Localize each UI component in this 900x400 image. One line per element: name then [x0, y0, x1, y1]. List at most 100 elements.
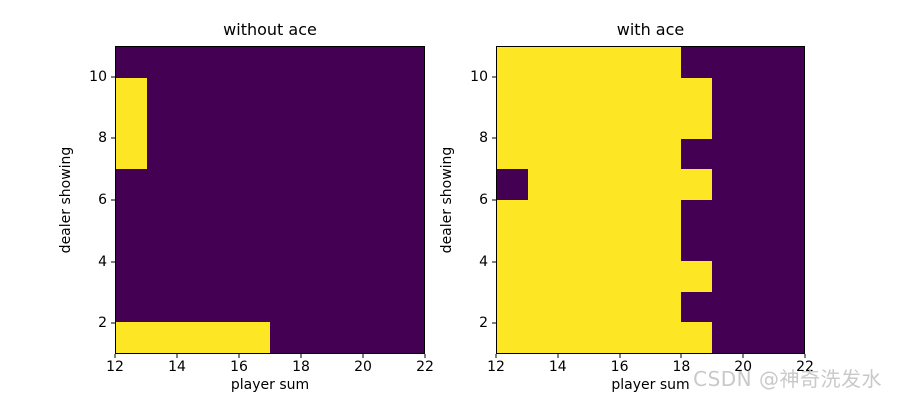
heatmap-cell — [742, 169, 774, 200]
heatmap-cell — [619, 291, 651, 323]
heatmap-cell — [527, 261, 559, 292]
y-tick-mark — [492, 322, 496, 324]
heatmap-cell — [650, 108, 682, 139]
heatmap-cell — [681, 169, 712, 200]
heatmap-cell — [208, 169, 240, 200]
heatmap-cell — [742, 322, 774, 353]
heatmap-cell — [393, 138, 424, 170]
heatmap-cell — [300, 108, 332, 139]
heatmap-cell — [362, 200, 394, 231]
heatmap-cell — [331, 322, 363, 353]
y-tick-label: 2 — [479, 315, 488, 332]
y-tick-label: 4 — [98, 253, 107, 270]
heatmap-cell — [742, 47, 774, 78]
heatmap-cell — [497, 291, 528, 323]
x-tick-mark — [362, 354, 364, 358]
heatmap-cell — [146, 108, 178, 139]
heatmap-cell — [497, 230, 528, 262]
y-axis-label: dealer showing — [58, 146, 74, 254]
x-tick-label: 12 — [487, 359, 505, 375]
heatmap-cell — [773, 77, 804, 109]
heatmap-cell — [300, 261, 332, 292]
heatmap-cell — [773, 108, 804, 139]
y-tick-mark — [111, 199, 115, 201]
heatmap-cell — [497, 322, 528, 353]
heatmap-cell — [393, 108, 424, 139]
heatmap-cell — [497, 200, 528, 231]
heatmap-cell — [497, 108, 528, 139]
heatmap-cell — [146, 169, 178, 200]
heatmap-cell — [393, 322, 424, 353]
x-tick-mark — [300, 354, 302, 358]
heatmap-cell — [711, 77, 743, 109]
heatmap-cell — [208, 138, 240, 170]
heatmap-cell — [773, 261, 804, 292]
heatmap-cell — [331, 200, 363, 231]
heatmap-cell — [300, 230, 332, 262]
heatmap-cell — [619, 108, 651, 139]
x-tick-mark — [680, 354, 682, 358]
plot-title-with-ace: with ace — [616, 20, 685, 39]
heatmap-cell — [589, 322, 620, 353]
heatmap-cell — [589, 200, 620, 231]
x-tick-label: 20 — [354, 359, 372, 375]
heatmap-cell — [239, 108, 270, 139]
heatmap-cell — [146, 200, 178, 231]
heatmap-cell — [300, 77, 332, 109]
x-tick-label: 14 — [168, 359, 186, 375]
heatmap-cell — [558, 108, 590, 139]
heatmap-cell — [650, 322, 682, 353]
heatmap-cell — [589, 138, 620, 170]
y-tick-mark — [492, 76, 496, 78]
heatmap-cell — [619, 322, 651, 353]
heatmap-cell — [116, 291, 147, 323]
heatmap-cell — [116, 230, 147, 262]
heatmap-cell — [527, 322, 559, 353]
heatmap-cell — [711, 261, 743, 292]
heatmap-cell — [650, 291, 682, 323]
heatmap-cell — [619, 47, 651, 78]
heatmap-cell — [239, 230, 270, 262]
heatmap-cell — [393, 291, 424, 323]
heatmap-cell — [558, 138, 590, 170]
y-axis-label: dealer showing — [439, 146, 455, 254]
heatmap-cell — [208, 291, 240, 323]
heatmap-cell — [208, 230, 240, 262]
x-tick-mark — [424, 354, 426, 358]
heatmap-without-ace — [115, 46, 425, 354]
heatmap-cell — [527, 291, 559, 323]
heatmap-cell — [208, 200, 240, 231]
y-tick-mark — [492, 137, 496, 139]
heatmap-cell — [239, 169, 270, 200]
heatmap-cell — [116, 261, 147, 292]
heatmap-cell — [269, 322, 301, 353]
heatmap-cell — [497, 138, 528, 170]
heatmap-cell — [650, 200, 682, 231]
heatmap-cell — [497, 77, 528, 109]
heatmap-cell — [650, 47, 682, 78]
heatmap-cell — [558, 200, 590, 231]
y-tick-label: 8 — [479, 130, 488, 147]
heatmap-cell — [269, 169, 301, 200]
x-tick-label: 18 — [292, 359, 310, 375]
x-tick-mark — [619, 354, 621, 358]
heatmap-cell — [497, 169, 528, 200]
heatmap-cell — [681, 200, 712, 231]
heatmap-cell — [527, 138, 559, 170]
heatmap-cell — [269, 291, 301, 323]
heatmap-cell — [711, 291, 743, 323]
heatmap-cell — [116, 138, 147, 170]
heatmap-cell — [362, 108, 394, 139]
heatmap-cell — [116, 200, 147, 231]
heatmap-cell — [711, 230, 743, 262]
x-tick-mark — [176, 354, 178, 358]
x-tick-label: 20 — [734, 359, 753, 375]
y-tick-label: 10 — [89, 68, 107, 85]
heatmap-cell — [300, 291, 332, 323]
heatmap-cell — [589, 108, 620, 139]
x-tick-label: 14 — [548, 359, 567, 375]
heatmap-cell — [650, 138, 682, 170]
heatmap-cell — [742, 108, 774, 139]
heatmap-cell — [239, 261, 270, 292]
